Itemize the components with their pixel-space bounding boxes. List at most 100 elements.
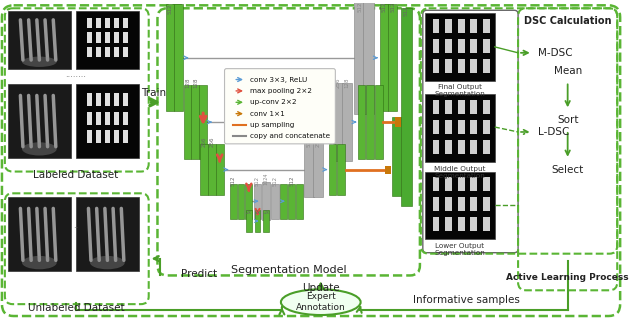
Bar — [433, 59, 439, 73]
Text: 128: 128 — [185, 78, 190, 88]
Bar — [237, 184, 244, 218]
Bar — [425, 171, 495, 239]
Bar — [458, 100, 465, 114]
Bar — [470, 100, 477, 114]
FancyBboxPatch shape — [225, 69, 335, 144]
Bar — [433, 39, 439, 53]
Text: 128: 128 — [344, 78, 349, 88]
Text: 256: 256 — [316, 136, 321, 147]
Bar — [105, 32, 110, 43]
Bar — [470, 120, 477, 134]
Bar — [200, 144, 208, 195]
Bar — [445, 140, 452, 154]
Bar — [76, 11, 139, 69]
Bar — [355, 2, 365, 114]
Ellipse shape — [22, 142, 57, 156]
Bar — [245, 184, 252, 218]
Bar — [96, 130, 101, 143]
Bar — [445, 59, 452, 73]
Bar — [123, 93, 127, 107]
Bar — [87, 32, 92, 43]
Bar — [470, 140, 477, 154]
Bar — [96, 47, 101, 57]
Bar — [483, 59, 490, 73]
Bar — [304, 142, 314, 197]
Bar — [114, 32, 119, 43]
Bar — [262, 183, 270, 220]
Bar — [105, 112, 110, 125]
Bar — [388, 4, 397, 111]
Bar — [87, 47, 92, 57]
Text: Middle Output
Segmentation: Middle Output Segmentation — [434, 166, 486, 179]
Text: Segmentation Model: Segmentation Model — [231, 265, 346, 274]
Ellipse shape — [22, 57, 57, 67]
Bar — [123, 112, 127, 125]
Bar — [8, 197, 71, 272]
Text: 128: 128 — [193, 78, 198, 88]
Bar — [123, 130, 127, 143]
Bar — [458, 120, 465, 134]
Bar — [445, 39, 452, 53]
Text: 256: 256 — [202, 136, 207, 147]
Bar — [105, 18, 110, 29]
Bar — [175, 4, 183, 111]
Bar — [483, 217, 490, 231]
Bar — [288, 184, 295, 218]
Bar — [433, 217, 439, 231]
Bar — [114, 18, 119, 29]
Bar — [470, 39, 477, 53]
Bar — [458, 19, 465, 33]
Bar — [433, 177, 439, 191]
Text: Train: Train — [141, 88, 166, 98]
Ellipse shape — [22, 256, 57, 269]
Text: Active Learning Process: Active Learning Process — [506, 273, 629, 282]
Bar — [433, 197, 439, 211]
Bar — [87, 112, 92, 125]
Bar — [337, 144, 345, 195]
Bar — [280, 184, 287, 218]
Bar — [380, 4, 388, 111]
Bar — [264, 210, 269, 232]
Bar — [367, 85, 374, 159]
Text: 256: 256 — [336, 78, 340, 88]
Text: ..: .. — [73, 221, 79, 231]
Bar — [105, 47, 110, 57]
Bar — [445, 100, 452, 114]
Bar — [296, 184, 303, 218]
Bar — [483, 197, 490, 211]
Bar — [230, 184, 237, 218]
Bar — [253, 184, 262, 218]
Bar — [105, 130, 110, 143]
Text: ........: ........ — [65, 70, 86, 79]
Bar — [433, 100, 439, 114]
Bar — [123, 18, 127, 29]
Text: 512: 512 — [307, 136, 312, 147]
Text: Select: Select — [552, 165, 584, 175]
Bar — [425, 13, 495, 80]
Bar — [470, 19, 477, 33]
Bar — [433, 140, 439, 154]
Bar — [470, 177, 477, 191]
Bar — [8, 85, 71, 158]
Bar — [246, 210, 252, 232]
Bar — [114, 47, 119, 57]
Text: 512: 512 — [381, 2, 387, 12]
Bar — [96, 32, 101, 43]
Text: 2x: 2x — [246, 210, 252, 215]
Bar — [199, 85, 207, 159]
Bar — [458, 177, 465, 191]
Text: up sampling: up sampling — [250, 122, 294, 128]
Text: up-conv 2×2: up-conv 2×2 — [250, 99, 296, 105]
Bar — [483, 100, 490, 114]
Bar — [470, 59, 477, 73]
Text: Informative samples: Informative samples — [413, 295, 520, 305]
Bar — [470, 217, 477, 231]
Bar — [433, 19, 439, 33]
Bar — [255, 210, 260, 232]
Bar — [395, 117, 401, 127]
Bar — [114, 93, 119, 107]
Bar — [271, 184, 279, 218]
Text: 512: 512 — [273, 176, 278, 186]
Bar — [87, 130, 92, 143]
Ellipse shape — [90, 256, 125, 269]
